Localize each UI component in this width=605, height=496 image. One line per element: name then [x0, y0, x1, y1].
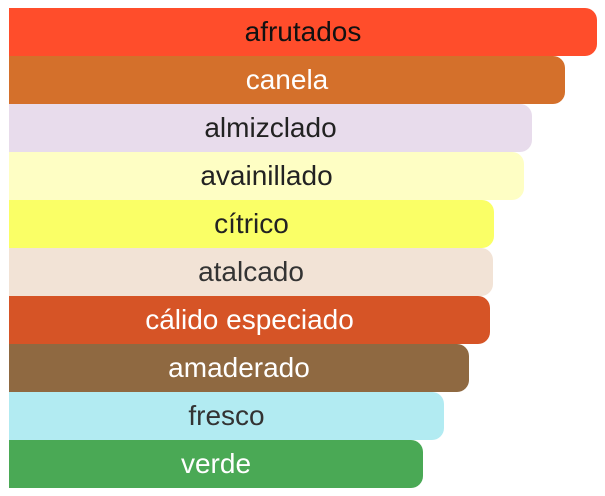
- bar-8: fresco: [9, 392, 444, 440]
- bar-7: amaderado: [9, 344, 469, 392]
- bar-label-3: avainillado: [200, 160, 333, 191]
- bar-9: verde: [9, 440, 423, 488]
- bar-1: canela: [9, 56, 565, 104]
- bar-label-0: afrutados: [244, 16, 362, 47]
- bar-2: almizclado: [9, 104, 532, 152]
- bar-5: atalcado: [9, 248, 493, 296]
- bar-label-6: cálido especiado: [145, 304, 354, 335]
- bar-label-9: verde: [180, 448, 252, 479]
- bar-label-5: atalcado: [198, 256, 304, 287]
- bar-label-8: fresco: [188, 400, 265, 431]
- bar-label-7: amaderado: [168, 352, 310, 383]
- bar-label-2: almizclado: [204, 112, 337, 143]
- bar-4: cítrico: [9, 200, 494, 248]
- bar-6: cálido especiado: [9, 296, 490, 344]
- bar-label-4: cítrico: [214, 208, 289, 239]
- bar-0: afrutados: [9, 8, 597, 56]
- bar-label-1: canela: [245, 64, 329, 95]
- bar-3: avainillado: [9, 152, 524, 200]
